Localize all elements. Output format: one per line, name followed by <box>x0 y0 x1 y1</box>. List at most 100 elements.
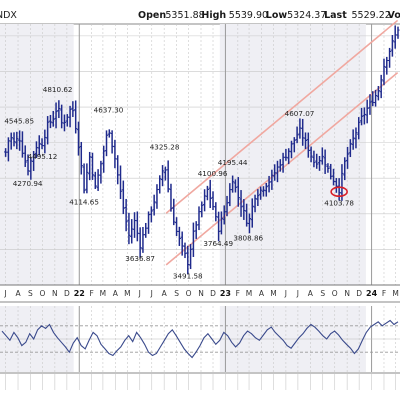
ohlc-bar <box>253 194 257 213</box>
chart-header: NDX Open5351.88High5539.90Low5324.37Last… <box>0 10 400 21</box>
price-annotation: 4325.28 <box>150 142 180 151</box>
ohlc-bar <box>124 198 128 232</box>
x-tick-label: A <box>113 289 119 298</box>
ohlc-bar <box>76 121 81 156</box>
x-tick-label: N <box>52 289 58 298</box>
ohlc-bar <box>121 180 125 215</box>
ohlc-bar <box>359 107 364 126</box>
x-tick-label: N <box>198 289 204 298</box>
ohlc-bar <box>127 212 131 245</box>
ohlc-bar <box>315 153 319 169</box>
ohlc-bar <box>152 194 156 216</box>
ohlc-bar <box>242 199 246 220</box>
ohlc-bar <box>57 100 61 119</box>
ohlc-bar <box>351 129 355 150</box>
ohlc-bar <box>200 201 204 218</box>
x-tick-label: S <box>320 289 325 298</box>
ohlc-bar <box>256 189 260 207</box>
low-highlight-circle <box>330 186 348 198</box>
ohlc-bar <box>23 145 27 167</box>
x-tick-label: S <box>174 289 179 298</box>
ohlc-value-high: 5539.90 <box>229 10 268 21</box>
ohlc-bar <box>12 132 16 147</box>
x-tick-label: F <box>382 289 386 298</box>
ohlc-value-open: 5351.88 <box>165 10 204 21</box>
x-tick-label: F <box>90 289 94 298</box>
ohlc-bar <box>396 26 400 39</box>
x-tick-label: J <box>150 289 153 298</box>
ohlc-bar <box>79 141 83 175</box>
ohlc-bar <box>320 147 324 165</box>
ohlc-bar <box>9 132 13 150</box>
x-tick-label: 24 <box>366 289 378 298</box>
ohlc-bar <box>368 94 372 115</box>
ohlc-bar <box>104 130 109 157</box>
ohlc-bar <box>169 183 173 212</box>
ohlc-bar <box>387 47 392 68</box>
ohlc-bar <box>376 86 380 101</box>
x-tick-label: O <box>39 289 45 298</box>
ohlc-bar <box>365 99 369 124</box>
x-tick-label: D <box>210 289 216 298</box>
price-annotation: 4270.94 <box>13 179 43 188</box>
ohlc-bar <box>43 129 47 154</box>
ohlc-bar <box>90 152 95 180</box>
ohlc-bar <box>118 165 123 200</box>
ohlc-bar <box>231 175 235 193</box>
x-tick-label: M <box>124 289 130 298</box>
price-annotation: 4637.30 <box>94 105 124 114</box>
channel-lower-line <box>165 72 399 266</box>
ohlc-bar <box>261 186 266 197</box>
x-tick-label: M <box>270 289 276 298</box>
ohlc-bar <box>82 163 86 194</box>
ohlc-label-last: Last <box>324 10 347 21</box>
ohlc-bar <box>270 169 274 190</box>
ohlc-bar <box>48 114 53 129</box>
ohlc-bar <box>46 116 50 145</box>
ohlc-value-last: 5529.22 <box>352 10 391 21</box>
ohlc-value-low: 5324.37 <box>287 10 326 21</box>
ohlc-bar <box>219 211 224 235</box>
ohlc-bar <box>309 146 313 163</box>
channel-upper-line <box>165 19 399 214</box>
price-annotation: 4545.85 <box>4 116 34 125</box>
ohlc-bar <box>326 163 330 173</box>
ohlc-bar <box>236 177 240 207</box>
price-annotation: 4103.78 <box>324 199 354 208</box>
price-annotation: 4114.65 <box>69 197 99 206</box>
price-annotation: 4810.62 <box>43 85 73 94</box>
x-tick-label: S <box>28 289 33 298</box>
price-annotation: 4607.07 <box>285 109 315 118</box>
ohlc-label-high: High <box>201 10 226 21</box>
x-tick-label: J <box>3 289 6 298</box>
ohlc-bar <box>85 163 89 194</box>
ohlc-bar <box>278 159 282 172</box>
price-annotation: 4195.44 <box>218 158 248 167</box>
x-tick-label: A <box>15 289 21 298</box>
ohlc-bar <box>343 157 347 181</box>
ohlc-label-open: Open <box>138 10 166 21</box>
ohlc-bar <box>303 132 308 150</box>
ohlc-bar <box>323 149 327 174</box>
indicator-line <box>1 319 399 359</box>
x-tick-label: 23 <box>220 289 231 298</box>
ohlc-bar <box>93 171 97 189</box>
price-annotation: 4100.96 <box>198 169 228 178</box>
ohlc-bar <box>74 100 78 134</box>
ohlc-bar <box>233 179 238 193</box>
ohlc-bar <box>373 89 378 107</box>
ohlc-bar <box>138 227 142 258</box>
ohlc-bar <box>149 206 153 223</box>
ohlc-bar <box>340 164 344 201</box>
x-tick-label: A <box>259 289 265 298</box>
ohlc-bar <box>284 148 288 161</box>
ohlc-bar <box>354 127 358 149</box>
ohlc-bar <box>208 179 212 209</box>
ohlc-bar <box>172 198 176 226</box>
ohlc-label-volume: Volume <box>388 10 400 21</box>
price-annotation: 3808.86 <box>233 234 263 243</box>
x-tick-label: J <box>138 289 141 298</box>
ohlc-bar <box>99 160 103 184</box>
x-tick-label: N <box>344 289 350 298</box>
